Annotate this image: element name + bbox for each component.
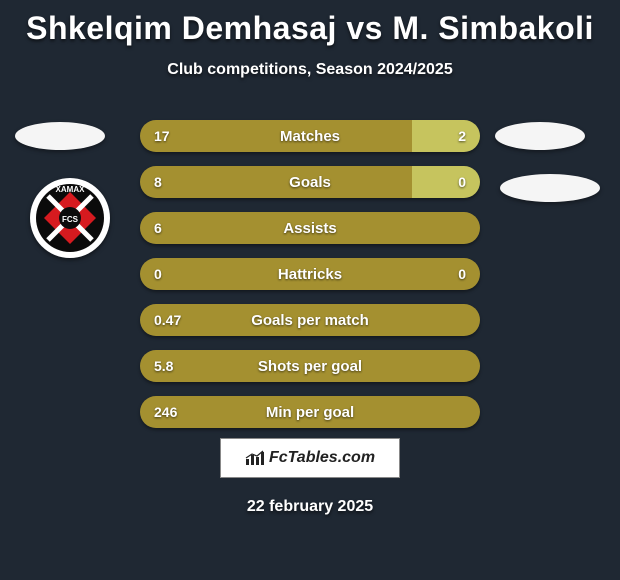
footer-brand-text: FcTables.com <box>269 449 375 467</box>
stat-value-left: 246 <box>154 396 177 428</box>
stat-row: Shots per goal5.8 <box>140 350 480 382</box>
stat-value-right: 0 <box>458 258 466 290</box>
stat-value-left: 6 <box>154 212 162 244</box>
stat-row: Matches17 2 <box>140 120 480 152</box>
player-right-placeholder-icon <box>495 122 585 150</box>
stat-label: Goals <box>140 166 480 198</box>
stat-row: Goals per match0.47 <box>140 304 480 336</box>
player-left-placeholder-icon <box>15 122 105 150</box>
club-badge-xamax-icon: XAMAX FCS <box>30 178 110 258</box>
date-label: 22 february 2025 <box>0 498 620 516</box>
stat-row: Min per goal246 <box>140 396 480 428</box>
stat-value-left: 5.8 <box>154 350 173 382</box>
stat-label: Shots per goal <box>140 350 480 382</box>
page-title: Shkelqim Demhasaj vs M. Simbakoli <box>0 0 620 47</box>
fctables-logo: FcTables.com <box>220 438 400 478</box>
stat-label: Assists <box>140 212 480 244</box>
stat-value-left: 0 <box>154 258 162 290</box>
stat-row: Goals8 0 <box>140 166 480 198</box>
subtitle: Club competitions, Season 2024/2025 <box>0 61 620 79</box>
stat-label: Matches <box>140 120 480 152</box>
stat-value-left: 17 <box>154 120 170 152</box>
stat-label: Min per goal <box>140 396 480 428</box>
stat-row: Assists6 <box>140 212 480 244</box>
stat-label: Goals per match <box>140 304 480 336</box>
chart-icon <box>245 449 265 467</box>
stat-value-right: 2 <box>458 120 466 152</box>
svg-text:FCS: FCS <box>62 215 79 224</box>
stat-value-left: 0.47 <box>154 304 181 336</box>
player-right-placeholder2-icon <box>500 174 600 202</box>
stat-value-right: 0 <box>458 166 466 198</box>
stat-label: Hattricks <box>140 258 480 290</box>
stat-row: Hattricks0 0 <box>140 258 480 290</box>
stat-bars: Matches172Goals80Assists6Hattricks00Goal… <box>140 120 480 442</box>
stat-value-left: 8 <box>154 166 162 198</box>
